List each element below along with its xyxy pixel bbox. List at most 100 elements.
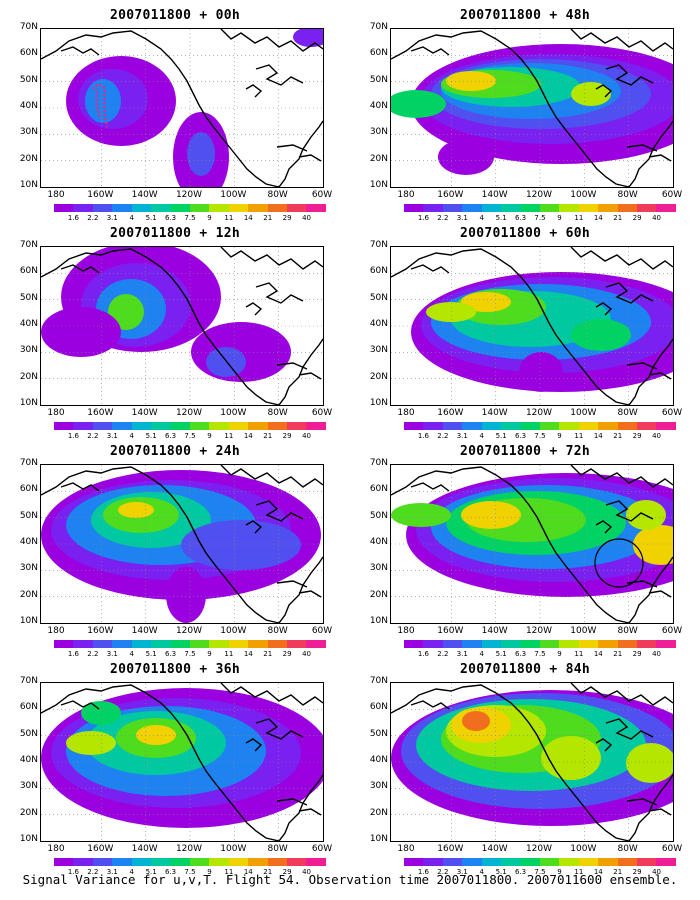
variance-contour [541,736,601,780]
colorbar-swatch [151,204,171,212]
colorbar-swatch [189,858,210,866]
colorbar-label: 29 [282,214,292,222]
colorbar-swatch [656,422,676,430]
colorbar-swatch [559,858,579,866]
latitude-label: 30N [369,563,388,574]
variance-contour [461,501,521,529]
colorbar-label: 11 [574,650,584,658]
latitude-label: 50N [19,728,38,739]
coastline [220,465,323,488]
longitude-label: 160W [87,844,114,854]
colorbar-label: 29 [632,432,642,440]
coastline [628,120,673,187]
latitude-label: 70N [369,676,388,686]
longitude-label: 60W [661,844,683,854]
latitude-label: 10N [369,616,388,626]
colorbar-swatch [228,858,249,866]
colorbar-swatch [637,204,657,212]
colorbar-label: 9 [207,214,212,222]
latitude-label: 30N [369,345,388,356]
longitude-label: 100W [570,844,597,854]
colorbar-swatch [481,858,502,866]
colorbar-label: 7.5 [534,432,546,440]
coastline [628,774,673,841]
colorbar-label: 4 [129,214,134,222]
colorbar-swatch [73,204,93,212]
colorbar-label: 9 [207,868,212,876]
coastline [605,718,654,740]
colorbar-label: 3.1 [456,432,468,440]
colorbar-label: 5.1 [145,868,157,876]
map-panel: 2007011800 + 48h 70N 60N 50N 40N 30N 20N 10N 180… [360,8,682,222]
colorbar-swatch [209,204,229,212]
variance-contour [191,322,291,382]
colorbar-label: 5.1 [145,432,157,440]
longitude-label: 180 [397,626,415,636]
colorbar-swatch [228,640,249,648]
longitude-label: 120W [525,626,553,636]
coastline [276,362,308,370]
latitude-label: 60N [369,266,388,277]
colorbar-label: 1.6 [417,432,429,440]
longitude-label: 160W [87,408,114,418]
variance-contour [462,711,490,731]
colorbar-swatch [209,640,229,648]
colorbar-label: 6.3 [164,868,177,876]
colorbar-swatch [131,640,152,648]
latitude-label: 70N [369,458,388,468]
colorbar-swatch [54,422,74,430]
colorbar-swatch [442,858,463,866]
colorbar-swatch [287,640,307,648]
colorbar-swatch [306,858,326,866]
colorbar-swatch [598,858,618,866]
colorbar-swatch [228,204,249,212]
latitude-label: 60N [369,484,388,495]
variance-contour [108,294,144,330]
longitude-label: 80W [267,408,288,418]
colorbar-swatch [481,640,502,648]
colorbar-label: 7.5 [184,214,196,222]
variance-map [391,29,673,187]
colorbar-swatch [189,204,210,212]
colorbar-swatch [481,422,502,430]
colorbar-swatch [578,640,599,648]
colorbar-label: 4 [479,868,484,876]
verification-circle [594,538,644,588]
coastline [41,466,280,623]
longitude-label: 80W [617,408,638,418]
coastline [570,683,673,706]
colorbar-swatch [287,422,307,430]
colorbar-swatch [462,204,482,212]
colorbar-swatch [112,640,132,648]
latitude-label: 10N [19,398,38,408]
colorbar-swatch [54,204,74,212]
colorbar-swatch [306,422,326,430]
colorbar-label: 3.1 [456,868,468,876]
latitude-label: 10N [19,834,38,844]
map-plot-area [390,246,674,406]
longitude-label: 120W [175,408,203,418]
variance-contour [85,79,121,123]
colorbar-swatch [267,858,288,866]
coastline [60,482,100,492]
coastline [391,684,630,841]
colorbar-label: 21 [613,432,623,440]
coastline [595,302,613,316]
colorbar-swatch [442,204,463,212]
colorbar-swatch [267,204,288,212]
longitude-label: 60W [311,626,333,636]
colorbar-swatch [520,422,540,430]
colorbar-label: 7.5 [184,432,196,440]
variance-map [391,247,673,405]
colorbar-label: 29 [632,214,642,222]
panel-title: 2007011800 + 00h [109,8,241,23]
colorbar-swatch [287,204,307,212]
colorbar-label: 21 [263,214,273,222]
colorbar-swatch [189,422,210,430]
coastline [595,520,613,534]
colorbar-swatch [248,858,268,866]
longitude-label: 180 [397,844,415,854]
colorbar-label: 11 [574,214,584,222]
colorbar-swatch [423,204,443,212]
variance-map [41,683,323,841]
